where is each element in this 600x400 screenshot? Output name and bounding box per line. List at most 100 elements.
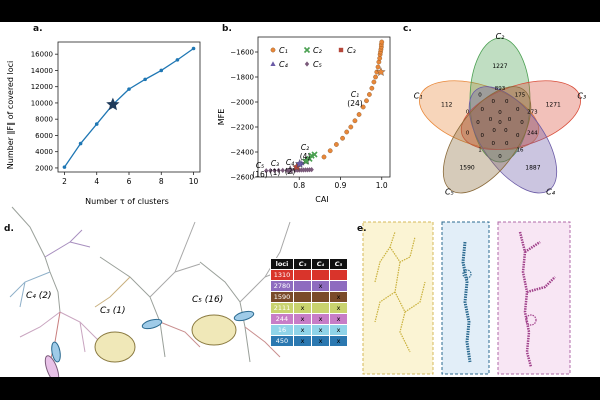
membership-mark: x (293, 324, 312, 336)
plot-frame (57, 41, 201, 173)
y-tick-label: 12000 (31, 83, 53, 91)
data-point (340, 135, 345, 141)
x-tick-label: 1.0 (376, 181, 388, 190)
structure-pink-loop (525, 314, 537, 326)
data-point (270, 61, 276, 66)
structure-blue-loop (462, 269, 472, 279)
table-row: 1590 x (270, 291, 348, 303)
legend-label: C₁ (279, 46, 288, 55)
venn-set-label: C₅ (445, 188, 454, 197)
data-point (309, 167, 314, 173)
data-point (94, 122, 99, 126)
venn-region-count: 0 (480, 133, 484, 139)
membership-mark (311, 302, 330, 314)
x-tick-label: 2 (62, 177, 67, 186)
structure-box-blue (441, 221, 490, 375)
membership-mark: x (329, 302, 348, 314)
panel-label-d: d. (4, 224, 14, 234)
venn-region-count: 0 (480, 107, 484, 113)
data-point (352, 118, 358, 124)
data-point (356, 112, 362, 117)
venn-set-label: C₂ (496, 32, 506, 41)
annotation-name: C₅ (256, 161, 264, 170)
venn-region-count: 0 (466, 131, 470, 137)
membership-mark (311, 291, 330, 303)
membership-mark (311, 269, 330, 281)
membership-mark (293, 269, 312, 281)
panel-label-e: e. (357, 224, 367, 234)
data-point (375, 64, 381, 70)
structure-box-yellow (362, 221, 434, 375)
structure-c4 (9, 206, 101, 377)
legend-label: C₃ (347, 46, 356, 55)
membership-mark: x (293, 335, 312, 347)
y-tick-label: 4000 (35, 148, 53, 156)
loci-value: 244 (270, 313, 294, 325)
legend-label: C₅ (313, 60, 322, 69)
venn-unique-count: 1887 (525, 164, 540, 171)
venn-region-count: 0 (505, 99, 509, 105)
plot-frame (257, 36, 391, 178)
y-tick-label: −2200 (230, 124, 254, 132)
data-point (270, 47, 276, 53)
y-tick-label: −2400 (230, 149, 254, 157)
venn-region-count: 893 (495, 86, 506, 92)
membership-mark (329, 280, 348, 292)
data-point (321, 154, 327, 160)
data-point (78, 141, 83, 146)
loci-value: 1310 (270, 269, 294, 281)
data-point (360, 104, 366, 110)
data-point (159, 68, 164, 73)
data-point (338, 47, 344, 53)
data-point (303, 46, 311, 54)
data-point (373, 74, 378, 80)
line-chart-loci: 2 4 6 8 10 2000 4000 6000 8000 10000 12000 14000 160… (6, 41, 201, 206)
x-tick-label: 4 (94, 177, 99, 186)
panel-a: a. 2 4 6 8 10 2000 4000 6000 8000 10000 12000 14000… (0, 22, 210, 207)
membership-mark: x (329, 313, 348, 325)
data-point (264, 168, 269, 174)
venn-unique-count: 1590 (459, 164, 474, 171)
loci-value: 16 (270, 324, 294, 336)
annotation-name: C₂ (301, 143, 309, 152)
venn-set (468, 86, 558, 194)
loci-value: 450 (270, 335, 294, 347)
membership-mark: x (329, 335, 348, 347)
data-point (175, 58, 180, 62)
data-point (62, 165, 67, 169)
x-tick-label: 6 (127, 177, 132, 186)
structure-label-c5: C₅ (16) (192, 295, 223, 305)
venn-region-count: 0 (478, 92, 482, 98)
table-header-loci: loci (270, 258, 294, 270)
venn-region-count: 16 (516, 148, 523, 154)
venn-region-count: 1 (478, 148, 482, 154)
x-axis-label: CAI (315, 195, 328, 204)
annotation-name: C₄ (286, 158, 294, 167)
venn-unique-count: 1271 (546, 102, 561, 109)
venn-region-count: 273 (527, 109, 538, 115)
venn-region-count: 0 (498, 110, 502, 116)
annotation-count: (16) (252, 170, 267, 179)
x-tick-label: 10 (189, 177, 199, 186)
venn-region-count: 0 (508, 117, 512, 123)
panel-label-c: c. (403, 24, 412, 34)
data-point (304, 61, 310, 67)
data-point (127, 87, 131, 91)
membership-mark: x (329, 291, 348, 303)
table-row: 244 x x x (270, 313, 348, 325)
annotation-count: (2) (285, 167, 296, 176)
rna-structures-e (362, 221, 571, 375)
structure-label-c4: C₄ (2) (26, 291, 52, 301)
venn-region-count: 0 (516, 107, 520, 113)
panel-b: b. 0.8 0.9 1.0 −1600 −1800 −2000 −2200 −2400 −26… (215, 22, 400, 207)
y-tick-label: 14000 (31, 67, 53, 75)
venn-region-count: 0 (520, 120, 524, 126)
x-axis-label: Number τ of clusters (85, 197, 169, 206)
data-point (284, 167, 290, 173)
venn-set (442, 86, 532, 194)
structure-c3 (94, 221, 201, 363)
y-tick-label: 8000 (35, 116, 53, 124)
structure-label-c3: C₃ (1) (100, 306, 126, 316)
annotation-name: C₃ (271, 159, 279, 168)
panel-label-b: b. (222, 24, 232, 34)
